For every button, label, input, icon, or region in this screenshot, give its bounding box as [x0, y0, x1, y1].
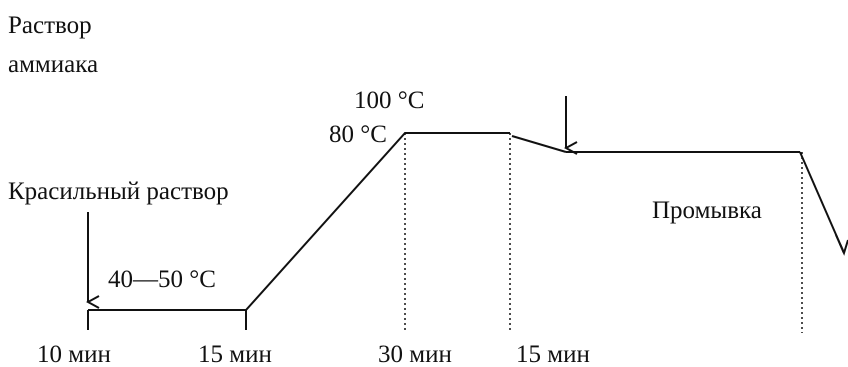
dye-solution-label: Красильный раствор [8, 178, 229, 205]
temp-100-label: 100 °С [354, 87, 424, 114]
duration-label-4: 15 мин [516, 341, 590, 367]
ammonia-label-line2: аммиака [8, 51, 98, 78]
temperature-drop-line [511, 135, 567, 153]
rinse-arrowhead [839, 239, 848, 256]
temp-80-label: 80 °С [329, 121, 387, 148]
duration-label-2: 15 мин [198, 341, 272, 367]
duration-label-3: 30 мин [378, 341, 452, 367]
rinse-label: Промывка [652, 197, 762, 224]
ammonia-label-line1: Раствор [8, 12, 92, 39]
temp-low-label: 40—50 °С [108, 266, 216, 293]
duration-label-1: 10 мин [37, 341, 111, 367]
temperature-profile-line [88, 132, 510, 311]
